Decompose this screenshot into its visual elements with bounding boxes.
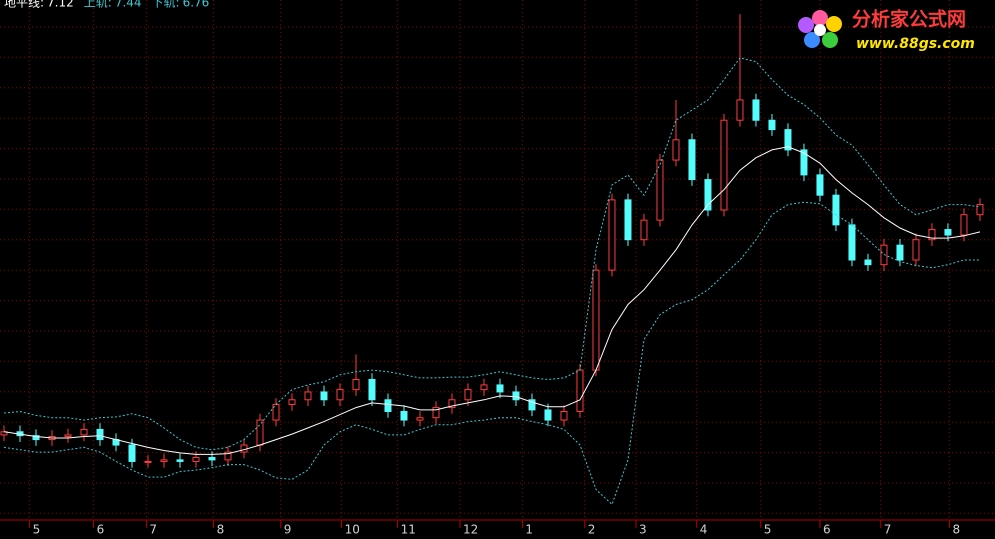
candle-body bbox=[304, 391, 312, 401]
series-line bbox=[3, 146, 981, 455]
legend-value: 7.44 bbox=[115, 0, 142, 10]
legend-label: 地平线: bbox=[4, 0, 44, 10]
legend-value: 7.12 bbox=[47, 0, 74, 10]
x-tick-label: 8 bbox=[953, 523, 961, 537]
candle-body bbox=[480, 384, 488, 391]
legend-label: 下轨: bbox=[152, 0, 180, 10]
candle-body bbox=[848, 224, 856, 261]
candle-body bbox=[160, 459, 168, 462]
logo-title: 分析家公式网 bbox=[852, 8, 966, 31]
x-tick-label: 7 bbox=[884, 523, 892, 537]
logo: 分析家公式网 www.88gs.com bbox=[798, 8, 975, 52]
x-tick-label: 8 bbox=[217, 523, 225, 537]
candle-body bbox=[128, 444, 136, 462]
x-tick-label: 12 bbox=[463, 523, 478, 537]
legend-value: 6.76 bbox=[183, 0, 210, 10]
candle-body bbox=[608, 199, 616, 271]
candle-body bbox=[912, 239, 920, 261]
candle-body bbox=[768, 119, 776, 131]
candle-body bbox=[288, 399, 296, 405]
series-line bbox=[3, 201, 980, 506]
candle-body bbox=[368, 378, 376, 401]
candle-body bbox=[64, 434, 72, 437]
candle-body bbox=[400, 410, 408, 421]
candle-body bbox=[32, 435, 40, 441]
candle-body bbox=[640, 219, 648, 241]
x-tick-label: 4 bbox=[700, 523, 708, 537]
candle-body bbox=[832, 194, 840, 226]
legend-label: 上轨: bbox=[84, 0, 112, 10]
candle-body bbox=[800, 149, 808, 176]
candle-body bbox=[176, 459, 184, 462]
candle-body bbox=[384, 399, 392, 412]
candle-body bbox=[336, 389, 344, 401]
candle-body bbox=[448, 399, 456, 409]
candle-body bbox=[208, 457, 216, 461]
x-tick-label: 7 bbox=[149, 523, 157, 537]
candle-body bbox=[224, 451, 232, 461]
candle-body bbox=[624, 199, 632, 241]
candle-body bbox=[464, 389, 472, 401]
candle-body bbox=[976, 204, 984, 216]
candle-body bbox=[416, 417, 424, 421]
candle-body bbox=[656, 159, 664, 221]
x-tick-label: 1 bbox=[525, 523, 533, 537]
candle-body bbox=[944, 229, 952, 236]
candle-body bbox=[512, 391, 520, 401]
candle-body bbox=[960, 214, 968, 236]
candle-body bbox=[96, 428, 104, 441]
candle-body bbox=[528, 399, 536, 411]
candle-body bbox=[0, 431, 8, 436]
logo-url: www.88gs.com bbox=[856, 36, 975, 52]
candle-body bbox=[320, 391, 328, 401]
candle-body bbox=[864, 259, 872, 266]
candle-body bbox=[720, 119, 728, 211]
series-line bbox=[3, 57, 981, 451]
x-tick-label: 6 bbox=[823, 523, 831, 537]
candle-body bbox=[352, 378, 360, 391]
candle-body bbox=[688, 139, 696, 181]
x-tick-label: 5 bbox=[33, 523, 41, 537]
candle-body bbox=[432, 407, 440, 419]
x-tick-label: 3 bbox=[639, 523, 647, 537]
candle-body bbox=[560, 410, 568, 421]
candle-body bbox=[576, 369, 584, 412]
candle-body bbox=[192, 457, 200, 462]
x-tick-label: 5 bbox=[764, 523, 772, 537]
candle-body bbox=[544, 409, 552, 421]
candle-body bbox=[592, 269, 600, 371]
x-tick-label: 9 bbox=[284, 523, 292, 537]
candle-body bbox=[896, 244, 904, 261]
candle-body bbox=[784, 129, 792, 151]
candle-body bbox=[256, 419, 264, 446]
candle-body bbox=[144, 460, 152, 463]
candle-body bbox=[816, 174, 824, 196]
x-tick-label: 10 bbox=[345, 523, 360, 537]
x-tick-label: 2 bbox=[588, 523, 596, 537]
candle-body bbox=[736, 99, 744, 121]
x-tick-label: 6 bbox=[97, 523, 105, 537]
candle-body bbox=[496, 384, 504, 393]
candle-body bbox=[752, 99, 760, 121]
candle-body bbox=[704, 179, 712, 211]
candle-body bbox=[80, 428, 88, 436]
x-tick-label: 11 bbox=[401, 523, 416, 537]
candle-body bbox=[240, 444, 248, 453]
candle-body bbox=[672, 139, 680, 161]
candle-body bbox=[928, 229, 936, 241]
